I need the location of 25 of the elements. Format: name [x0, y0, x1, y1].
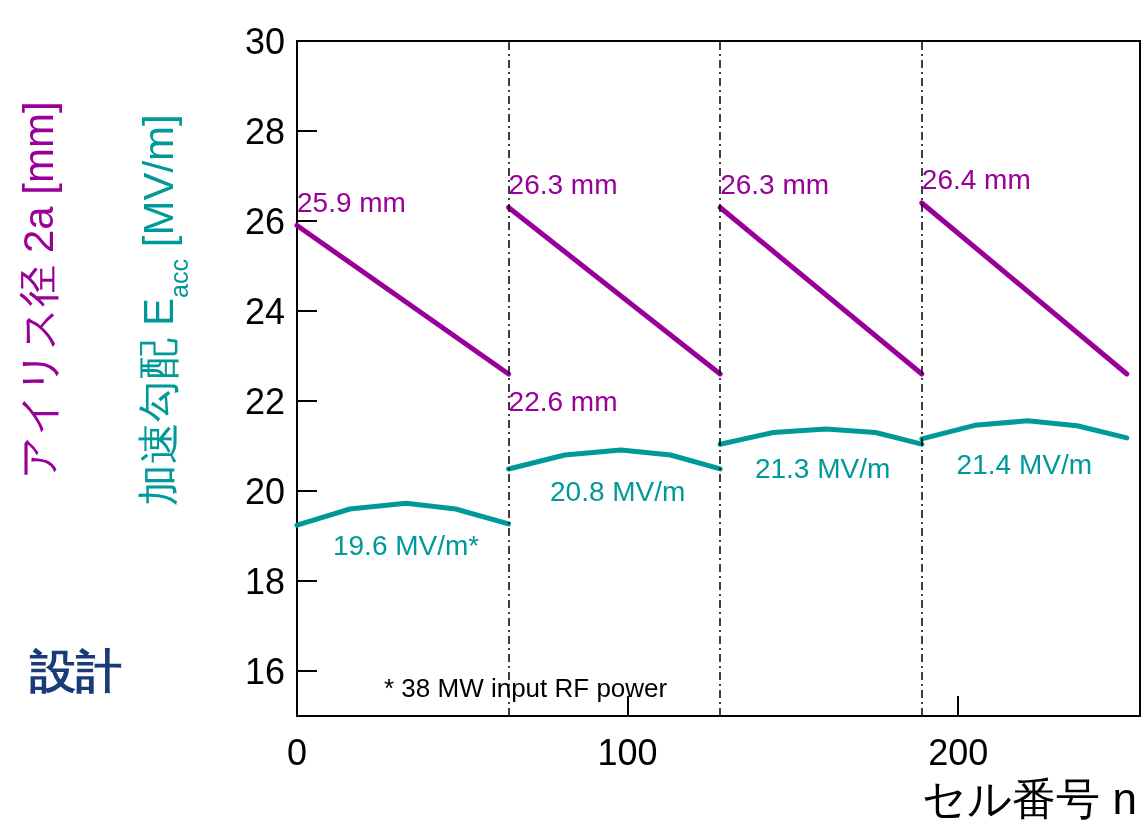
y-tick-label: 16 [244, 650, 285, 692]
annotation: 20.8 MV/m [549, 475, 686, 507]
data-label: 25.9 mm [297, 186, 406, 218]
annotation: 21.3 MV/m [754, 453, 891, 484]
annotation: * 38 MW input RF power [384, 673, 668, 703]
x-tick-label: 100 [597, 731, 658, 773]
annotation: 21.4 MV/m [956, 448, 1092, 480]
data-label: 26.3 mm [720, 168, 830, 200]
data-label: 26.4 mm [921, 164, 1031, 196]
x-axis-title: セル番号 n [922, 773, 1138, 823]
x-tick-label: 200 [928, 731, 989, 773]
data-label: 22.6 mm [508, 385, 618, 417]
y-tick-label: 30 [244, 20, 285, 62]
x-tick-label: 0 [286, 731, 308, 773]
y-tick-label: 26 [244, 200, 285, 242]
data-label: 26.3 mm [508, 168, 618, 200]
annotation: 19.6 MV/m* [332, 529, 480, 561]
y-tick-label: 20 [244, 470, 285, 512]
y-tick-label: 22 [244, 380, 285, 422]
y-tick-label: 18 [244, 560, 285, 602]
y-axis-title: アイリス径 2a [mm] [14, 101, 62, 479]
text: 設計 [29, 645, 122, 697]
text: 加速勾配 Eacc [MV/m] [134, 114, 194, 506]
y-tick-label: 28 [244, 110, 285, 152]
y-tick-label: 24 [244, 290, 285, 332]
